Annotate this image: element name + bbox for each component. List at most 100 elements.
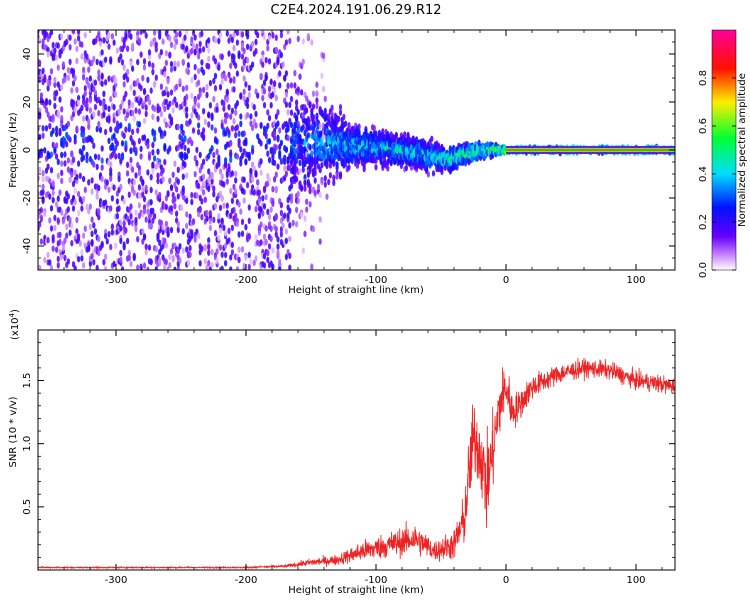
heatmap-cell <box>73 38 77 45</box>
heatmap-cell <box>274 144 278 151</box>
heatmap-cell <box>124 227 128 234</box>
heatmap-cell <box>65 38 69 46</box>
heatmap-cell <box>254 122 258 129</box>
heatmap-cell <box>114 153 118 160</box>
heatmap-cell <box>77 30 81 35</box>
heatmap-cell <box>283 158 287 165</box>
heatmap-cell <box>144 110 148 118</box>
heatmap-cell <box>78 240 82 247</box>
heatmap-cell <box>234 170 238 178</box>
heatmap-cell <box>83 186 87 193</box>
heatmap-cell <box>66 258 70 265</box>
heatmap-cell <box>218 32 223 39</box>
heatmap-cell <box>259 158 263 165</box>
heatmap-cell <box>38 37 42 45</box>
heatmap-cell <box>310 264 314 270</box>
heatmap-cell <box>85 203 89 210</box>
heatmap-cell <box>151 168 155 175</box>
heatmap-cell <box>193 48 197 55</box>
heatmap-cell <box>235 39 239 46</box>
heatmap-cell <box>131 166 135 173</box>
heatmap-cell <box>239 113 243 120</box>
snr-x-label: Height of straight line (km) <box>288 585 424 596</box>
heatmap-cell <box>100 157 104 164</box>
heatmap-cell <box>210 173 214 180</box>
heatmap-cell <box>185 197 189 205</box>
heatmap-cell <box>230 107 234 115</box>
heatmap-cell <box>224 251 228 259</box>
heatmap-cell <box>246 96 250 104</box>
heatmap-cell <box>149 258 153 266</box>
heatmap-cell <box>87 179 91 186</box>
heatmap-cell <box>274 231 278 238</box>
heatmap-cell <box>289 109 294 116</box>
heatmap-cell <box>323 95 327 103</box>
heatmap-cell <box>147 53 152 60</box>
heatmap-cell <box>95 125 99 133</box>
heatmap-cell <box>300 62 304 70</box>
heatmap-cell <box>55 142 59 149</box>
heatmap-cell <box>104 265 108 270</box>
heatmap-cell <box>119 225 123 232</box>
heatmap-cell <box>183 135 187 142</box>
heatmap-cell <box>234 109 238 116</box>
heatmap-cell <box>44 106 49 114</box>
heatmap-cell <box>191 218 196 225</box>
heatmap-cell <box>301 38 305 45</box>
heatmap-cell <box>207 237 211 244</box>
heatmap-cell <box>318 166 322 174</box>
heatmap-cell <box>278 149 282 157</box>
heatmap-cell <box>141 186 145 193</box>
heatmap-cell <box>82 195 86 203</box>
heatmap-cell <box>237 130 241 137</box>
heatmap-cell <box>181 185 185 192</box>
heatmap-cell <box>100 145 104 152</box>
heatmap-cell <box>284 253 288 261</box>
heatmap-cell <box>181 228 185 235</box>
heatmap-cell <box>220 251 224 258</box>
heatmap-cell <box>41 170 45 177</box>
heatmap-cell <box>266 109 270 116</box>
heatmap-cell <box>119 103 123 111</box>
heatmap-cell <box>98 40 103 47</box>
heatmap-cell <box>313 177 317 184</box>
heatmap-cell <box>109 243 113 251</box>
heatmap-cell <box>227 50 231 57</box>
heatmap-cell <box>247 91 251 99</box>
heatmap-cell <box>203 118 207 126</box>
heatmap-cell <box>193 73 197 81</box>
heatmap-cell <box>46 51 50 58</box>
x-tick-label: -200 <box>235 575 258 586</box>
heatmap-cell <box>247 217 251 224</box>
heatmap-cell <box>110 229 114 236</box>
y-tick-label: -20 <box>22 190 33 206</box>
heatmap-cell <box>149 199 153 206</box>
heatmap-cell <box>44 125 49 132</box>
heatmap-cell <box>175 101 179 109</box>
heatmap-cell <box>176 220 180 228</box>
heatmap-cell <box>315 112 319 120</box>
heatmap-cell <box>126 161 130 168</box>
heatmap-cell <box>300 151 304 158</box>
heatmap-cell <box>70 150 74 157</box>
heatmap-cell <box>87 123 91 130</box>
x-tick-label: -300 <box>105 275 128 286</box>
heatmap-cell <box>149 174 153 181</box>
heatmap-cell <box>129 156 133 164</box>
heatmap-cell <box>119 53 123 60</box>
heatmap-cell <box>53 81 57 88</box>
heatmap-cell <box>185 46 189 53</box>
heatmap-cell <box>251 40 255 48</box>
heatmap-cell <box>185 93 189 101</box>
heatmap-cell <box>169 226 174 234</box>
heatmap-cell <box>318 238 322 245</box>
heatmap-cell <box>43 256 47 264</box>
heatmap-cell <box>154 189 158 196</box>
heatmap-cell <box>136 264 140 270</box>
heatmap-cell <box>129 147 133 154</box>
heatmap-cell <box>175 38 179 45</box>
heatmap-cell <box>262 88 267 95</box>
heatmap-cell <box>129 84 133 91</box>
heatmap-cell <box>295 116 299 123</box>
